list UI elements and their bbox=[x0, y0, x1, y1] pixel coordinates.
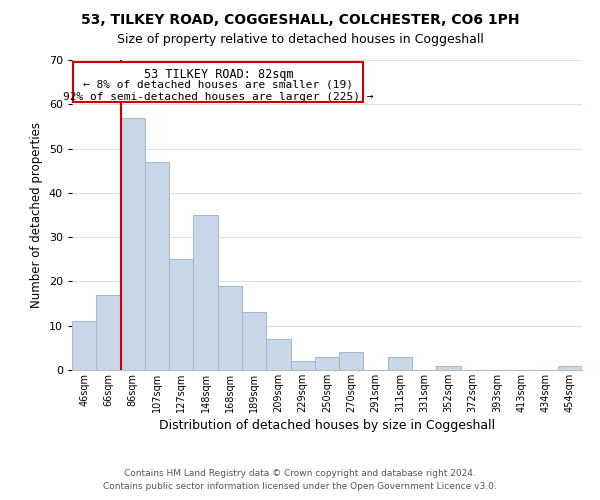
Bar bbox=[242, 312, 266, 370]
Bar bbox=[169, 260, 193, 370]
Bar bbox=[72, 322, 96, 370]
Bar bbox=[218, 286, 242, 370]
Bar bbox=[339, 352, 364, 370]
Bar bbox=[96, 294, 121, 370]
Text: 53, TILKEY ROAD, COGGESHALL, COLCHESTER, CO6 1PH: 53, TILKEY ROAD, COGGESHALL, COLCHESTER,… bbox=[81, 12, 519, 26]
Y-axis label: Number of detached properties: Number of detached properties bbox=[30, 122, 43, 308]
Bar bbox=[121, 118, 145, 370]
Bar bbox=[145, 162, 169, 370]
Bar bbox=[315, 356, 339, 370]
Text: 53 TILKEY ROAD: 82sqm: 53 TILKEY ROAD: 82sqm bbox=[143, 68, 293, 80]
Bar bbox=[290, 361, 315, 370]
Bar bbox=[388, 356, 412, 370]
Text: Contains HM Land Registry data © Crown copyright and database right 2024.: Contains HM Land Registry data © Crown c… bbox=[124, 468, 476, 477]
Text: 92% of semi-detached houses are larger (225) →: 92% of semi-detached houses are larger (… bbox=[63, 92, 374, 102]
Bar bbox=[193, 215, 218, 370]
Text: ← 8% of detached houses are smaller (19): ← 8% of detached houses are smaller (19) bbox=[83, 80, 353, 90]
X-axis label: Distribution of detached houses by size in Coggeshall: Distribution of detached houses by size … bbox=[159, 419, 495, 432]
FancyBboxPatch shape bbox=[73, 62, 364, 102]
Text: Contains public sector information licensed under the Open Government Licence v3: Contains public sector information licen… bbox=[103, 482, 497, 491]
Bar bbox=[266, 339, 290, 370]
Text: Size of property relative to detached houses in Coggeshall: Size of property relative to detached ho… bbox=[116, 32, 484, 46]
Bar bbox=[436, 366, 461, 370]
Bar bbox=[558, 366, 582, 370]
